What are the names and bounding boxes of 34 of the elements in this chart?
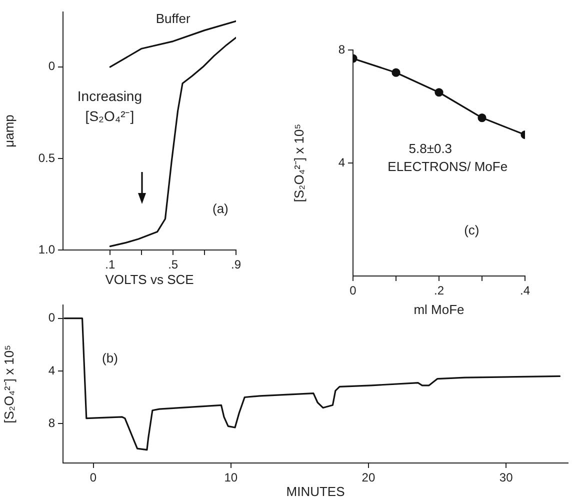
y-tick-label: 1.0 bbox=[38, 242, 56, 256]
x-axis-title: ml MoFe bbox=[414, 302, 464, 317]
y-tick-label: 8 bbox=[48, 416, 56, 430]
annotation: (b) bbox=[102, 350, 118, 366]
x-tick-label: .9 bbox=[230, 258, 242, 272]
x-tick-label: 20 bbox=[362, 470, 376, 485]
x-tick-label: .2 bbox=[434, 284, 444, 298]
y-tick-label: 0.5 bbox=[38, 150, 56, 165]
annotation: (c) bbox=[464, 222, 480, 238]
point bbox=[478, 114, 486, 122]
x-tick-label: 30 bbox=[499, 470, 514, 485]
x-axis-title: VOLTS vs SCE bbox=[105, 272, 194, 287]
y-tick-label: 0 bbox=[48, 59, 56, 74]
x-tick-label: .4 bbox=[520, 284, 530, 298]
annotation: Increasing [S₂O₄²⁻] bbox=[77, 88, 142, 124]
y-tick-label: 4 bbox=[48, 363, 56, 378]
x-tick-label: .1 bbox=[105, 258, 116, 272]
y-tick-label: 0 bbox=[48, 310, 56, 325]
y-tick-label: 8 bbox=[338, 42, 346, 56]
annotation: 5.8±0.3 bbox=[408, 141, 452, 156]
point bbox=[434, 88, 444, 97]
y-axis-title: [S₂O₄²⁻] x 10⁵ bbox=[1, 344, 16, 424]
point bbox=[392, 68, 400, 77]
x-tick-label: .5 bbox=[168, 258, 178, 272]
annotation: ELECTRONS/ MoFe bbox=[388, 159, 508, 174]
y-tick-label: 4 bbox=[338, 155, 346, 170]
x-tick-label: 10 bbox=[224, 470, 238, 485]
series-label: Buffer bbox=[156, 10, 191, 26]
annotation: (a) bbox=[212, 201, 228, 216]
x-tick-label: 0 bbox=[90, 470, 97, 485]
x-axis-title: MINUTES bbox=[286, 484, 346, 499]
x-tick-label: 0 bbox=[350, 284, 357, 298]
y-axis-title: [S₂O₄²⁻] x 10⁵ bbox=[291, 124, 306, 202]
y-axis-title: μamp bbox=[1, 114, 16, 148]
